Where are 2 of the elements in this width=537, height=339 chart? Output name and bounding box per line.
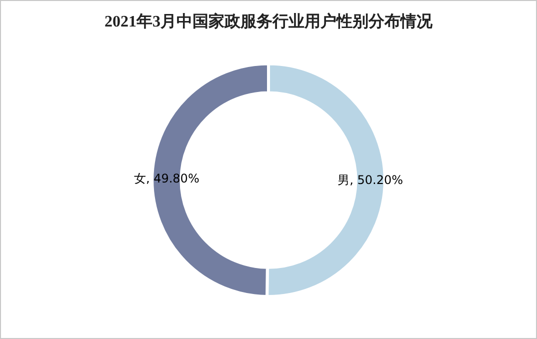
chart-title: 2021年3月中国家政服务行业用户性别分布情况 [104, 12, 434, 31]
slice-label: 男, 50.20% [338, 172, 404, 187]
